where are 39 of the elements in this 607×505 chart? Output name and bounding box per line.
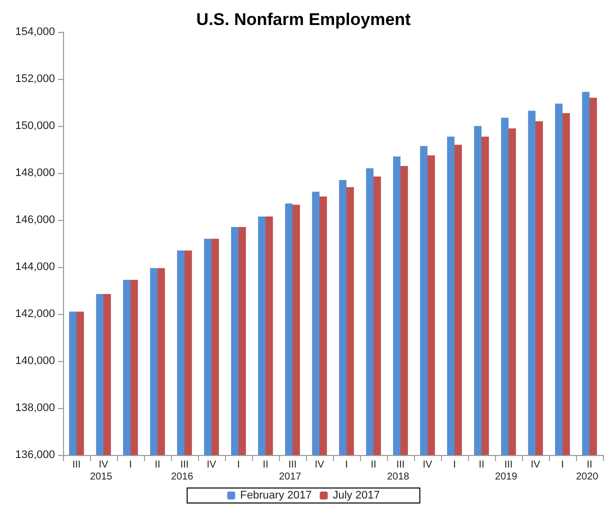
text: 2019	[495, 472, 518, 482]
y-tick-label: 138,000	[15, 402, 55, 414]
y-tick-label: 142,000	[15, 308, 55, 320]
text: 2017	[279, 472, 302, 482]
x-tick-label: III	[288, 460, 297, 470]
y-tick-label: 144,000	[15, 261, 55, 273]
x-tick-label: III	[180, 460, 189, 470]
text: 2018	[387, 472, 410, 482]
x-tick-label: I	[453, 460, 456, 470]
x-tick-label: II	[370, 460, 376, 470]
text: 2016	[171, 472, 194, 482]
text: 2020	[576, 472, 599, 482]
x-tick-label: III	[72, 460, 81, 470]
legend-label: July 2017	[332, 490, 380, 502]
x-tick-label: II	[478, 460, 484, 470]
x-tick-label: II	[262, 460, 268, 470]
x-tick-label: III	[504, 460, 513, 470]
y-tick-label: 154,000	[15, 26, 55, 38]
x-tick-label: IV	[422, 460, 433, 470]
y-tick-label: 136,000	[15, 449, 55, 461]
x-tick-label: I	[561, 460, 564, 470]
chart-title: U.S. Nonfarm Employment	[196, 10, 412, 29]
x-tick-label: I	[237, 460, 240, 470]
y-tick-label: 146,000	[15, 214, 55, 226]
y-tick-label: 148,000	[15, 167, 55, 179]
y-tick-label: 140,000	[15, 355, 55, 367]
y-tick-label: 152,000	[15, 73, 55, 85]
x-tick-label: IV	[206, 460, 217, 470]
x-tick-label: I	[345, 460, 348, 470]
text: 2015	[90, 472, 113, 482]
legend-label: February 2017	[240, 490, 312, 502]
x-tick-label: III	[396, 460, 405, 470]
y-tick-label: 150,000	[15, 120, 55, 132]
x-tick-label: IV	[314, 460, 325, 470]
x-tick-label: IV	[98, 460, 109, 470]
x-tick-label: I	[129, 460, 132, 470]
x-tick-label: II	[154, 460, 160, 470]
x-tick-label: IV	[530, 460, 541, 470]
x-tick-label: II	[586, 460, 592, 470]
